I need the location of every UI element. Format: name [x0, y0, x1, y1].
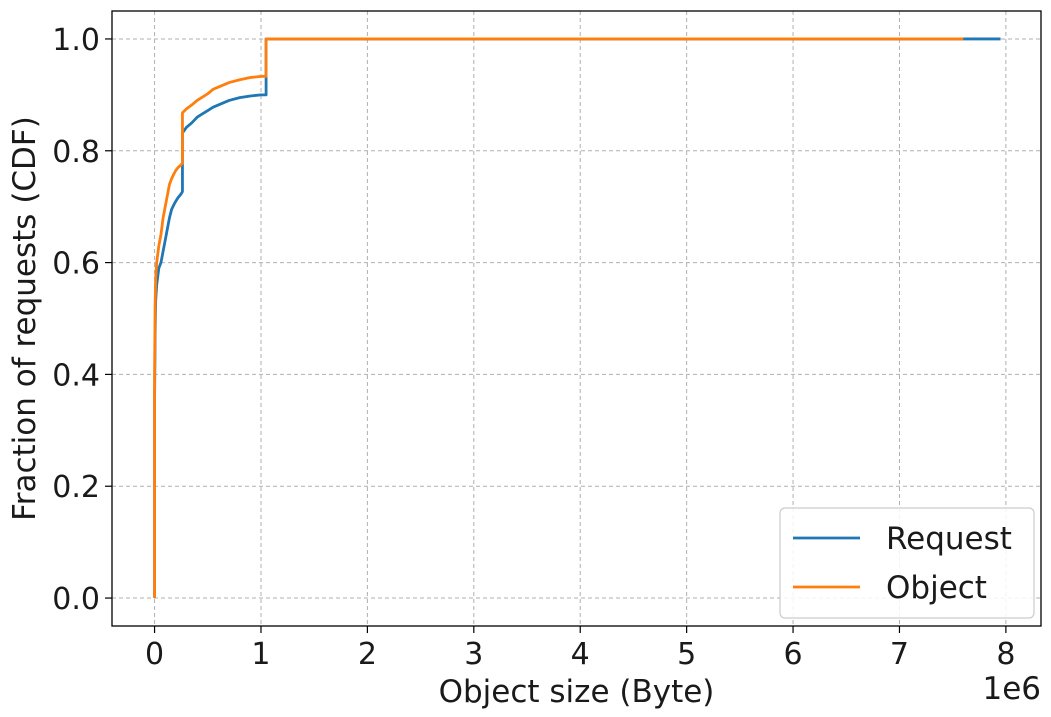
x-tick-label: 6 — [784, 637, 803, 672]
plot-frame — [111, 10, 1042, 627]
x-tick-label: 5 — [677, 637, 696, 672]
x-axis: 0 1 2 3 4 5 6 7 8 — [145, 626, 1015, 672]
legend-label-object: Object — [886, 570, 987, 606]
x-tick-label: 0 — [145, 637, 164, 672]
y-tick-label: 0.0 — [52, 582, 100, 617]
y-tick-label: 0.6 — [52, 247, 100, 282]
y-tick-label: 0.8 — [52, 135, 100, 170]
y-axis: 0.0 0.2 0.4 0.6 0.8 1.0 — [52, 23, 112, 617]
x-tick-label: 4 — [571, 637, 590, 672]
x-tick-label: 1 — [251, 637, 270, 672]
series-lines — [153, 37, 1001, 599]
series-line-object — [153, 37, 964, 599]
x-tick-label: 3 — [464, 637, 483, 672]
y-tick-label: 0.4 — [52, 358, 100, 393]
y-tick-label: 1.0 — [52, 23, 100, 58]
x-axis-offset-label: 1e6 — [982, 671, 1041, 707]
x-tick-label: 7 — [890, 637, 909, 672]
y-tick-label: 0.2 — [52, 470, 100, 505]
x-tick-label: 2 — [358, 637, 377, 672]
x-tick-label: 8 — [996, 637, 1015, 672]
legend: Request Object — [779, 507, 1035, 619]
y-axis-label: Fraction of requests (CDF) — [7, 116, 43, 521]
x-axis-label: Object size (Byte) — [439, 674, 715, 710]
legend-label-request: Request — [886, 521, 1012, 557]
legend-box — [779, 507, 1035, 619]
